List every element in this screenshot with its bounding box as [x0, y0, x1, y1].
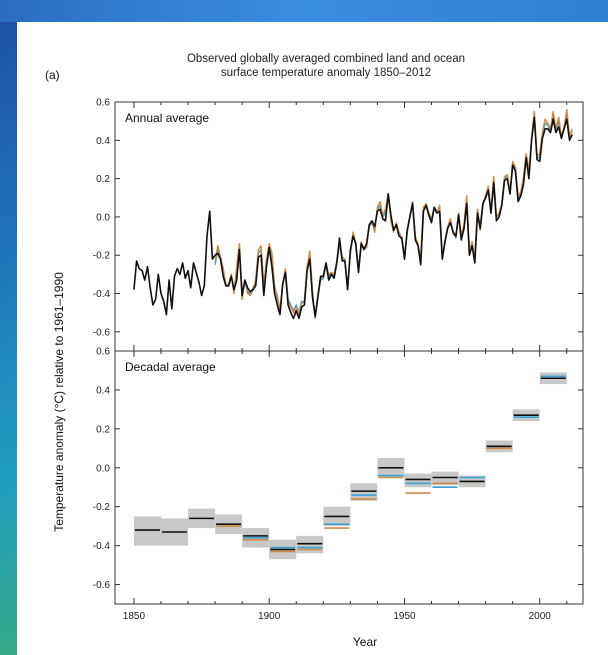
x-axis-title: Year [353, 635, 377, 649]
annual-y-tick-label: 0.0 [96, 212, 110, 223]
decadal-y-tick-label: 0.2 [96, 424, 110, 435]
chart-title-line2: surface temperature anomaly 1850–2012 [221, 67, 431, 79]
decadal-uncertainty-band [431, 471, 459, 486]
annual-y-tick-label: -0.2 [93, 251, 111, 262]
annual-y-tick-label: -0.6 [93, 327, 111, 338]
y-axis-title: Temperature anomaly (°C) relative to 196… [52, 272, 66, 532]
annual-panel-label: Annual average [125, 111, 209, 125]
annual-y-tick-label: -0.4 [93, 289, 111, 300]
decadal-y-tick-label: 0.6 [96, 347, 110, 358]
annual-orange-line [214, 108, 573, 320]
decadal-uncertainty-band [296, 535, 324, 554]
decadal-y-tick-label: 0.4 [96, 385, 110, 396]
annual-y-tick-label: 0.6 [96, 98, 110, 109]
annual-y-tick-label: 0.4 [96, 136, 110, 147]
annual-panel: -0.6 -0.4 -0.2 0.0 0.2 0.4 0.6 Annual average [93, 98, 584, 352]
annual-frame [114, 101, 584, 352]
decadal-y-tick-label: -0.6 [93, 580, 111, 591]
panel-label: (a) [45, 68, 60, 82]
decadal-y-tick-label: -0.2 [93, 502, 111, 513]
temperature-anomaly-chart: Observed globally averaged combined land… [45, 53, 584, 649]
x-tick-label: 1950 [393, 611, 416, 622]
decadal-y-tick-label: -0.4 [93, 541, 111, 552]
decadal-uncertainty-band [133, 516, 161, 546]
annual-y-tick-label: 0.2 [96, 174, 110, 185]
background-strip [0, 0, 608, 22]
annual-black-line [133, 116, 573, 320]
decadal-panel: -0.6 -0.4 -0.2 0.0 0.2 0.4 0.6 1850 1900 1950 2000… [93, 347, 584, 622]
figure-panel: Observed globally averaged combined land… [17, 22, 608, 655]
annual-blue-line [214, 112, 573, 318]
x-tick-label: 1850 [123, 611, 146, 622]
decadal-uncertainty-band [404, 473, 432, 488]
x-tick-label: 1900 [258, 611, 281, 622]
x-tick-label: 2000 [529, 611, 552, 622]
decadal-y-tick-label: 0.0 [96, 463, 110, 474]
decadal-uncertainty-band [350, 483, 378, 501]
decadal-panel-label: Decadal average [125, 360, 216, 374]
decadal-frame [114, 350, 584, 605]
chart-title-line1: Observed globally averaged combined land… [187, 53, 465, 65]
